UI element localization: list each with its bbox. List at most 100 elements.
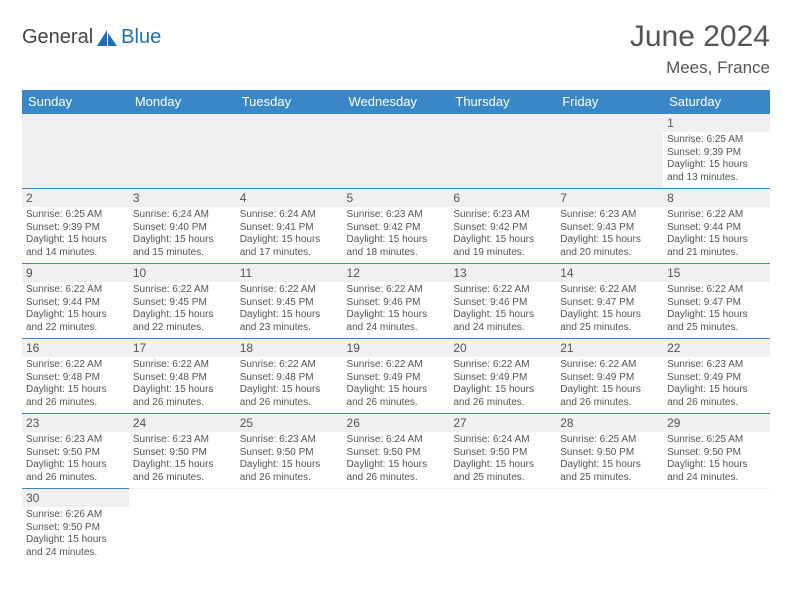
day-cell: [556, 114, 663, 189]
daylight-line-2: and 26 minutes.: [240, 397, 339, 410]
daylight-line-1: Daylight: 15 hours: [667, 234, 766, 247]
sunrise-line: Sunrise: 6:25 AM: [667, 434, 766, 447]
sunrise-line: Sunrise: 6:24 AM: [453, 434, 552, 447]
day-cell: [236, 489, 343, 564]
day-cell: [129, 114, 236, 189]
sunrise-line: Sunrise: 6:22 AM: [347, 284, 446, 297]
daylight-line-2: and 26 minutes.: [560, 397, 659, 410]
day-details: Sunrise: 6:22 AMSunset: 9:45 PMDaylight:…: [236, 282, 343, 338]
sunrise-line: Sunrise: 6:22 AM: [240, 284, 339, 297]
logo-sail-icon: [96, 29, 118, 47]
day-cell: 11Sunrise: 6:22 AMSunset: 9:45 PMDayligh…: [236, 264, 343, 339]
day-number: 27: [453, 416, 552, 431]
sunrise-line: Sunrise: 6:23 AM: [133, 434, 232, 447]
day-details: Sunrise: 6:24 AMSunset: 9:50 PMDaylight:…: [343, 432, 450, 488]
sunrise-line: Sunrise: 6:24 AM: [133, 209, 232, 222]
sunset-line: Sunset: 9:49 PM: [667, 372, 766, 385]
daylight-line-1: Daylight: 15 hours: [26, 309, 125, 322]
day-number: 11: [240, 266, 339, 281]
day-cell: 6Sunrise: 6:23 AMSunset: 9:42 PMDaylight…: [449, 189, 556, 264]
col-saturday: Saturday: [663, 90, 770, 114]
day-details: Sunrise: 6:24 AMSunset: 9:41 PMDaylight:…: [236, 207, 343, 263]
day-cell: 16Sunrise: 6:22 AMSunset: 9:48 PMDayligh…: [22, 339, 129, 414]
daylight-line-2: and 22 minutes.: [133, 322, 232, 335]
day-details: Sunrise: 6:22 AMSunset: 9:48 PMDaylight:…: [129, 357, 236, 413]
sunset-line: Sunset: 9:39 PM: [26, 222, 125, 235]
day-number: 22: [667, 341, 766, 356]
col-tuesday: Tuesday: [236, 90, 343, 114]
daylight-line-1: Daylight: 15 hours: [453, 459, 552, 472]
sunrise-line: Sunrise: 6:22 AM: [240, 359, 339, 372]
sunset-line: Sunset: 9:50 PM: [453, 447, 552, 460]
day-cell: 15Sunrise: 6:22 AMSunset: 9:47 PMDayligh…: [663, 264, 770, 339]
daylight-line-1: Daylight: 15 hours: [240, 384, 339, 397]
day-details: Sunrise: 6:22 AMSunset: 9:47 PMDaylight:…: [663, 282, 770, 338]
week-row: 1Sunrise: 6:25 AMSunset: 9:39 PMDaylight…: [22, 114, 770, 189]
daylight-line-2: and 22 minutes.: [26, 322, 125, 335]
daylight-line-2: and 26 minutes.: [133, 472, 232, 485]
sunset-line: Sunset: 9:49 PM: [453, 372, 552, 385]
day-cell: 19Sunrise: 6:22 AMSunset: 9:49 PMDayligh…: [343, 339, 450, 414]
day-cell: 30Sunrise: 6:26 AMSunset: 9:50 PMDayligh…: [22, 489, 129, 564]
week-row: 9Sunrise: 6:22 AMSunset: 9:44 PMDaylight…: [22, 264, 770, 339]
sunrise-line: Sunrise: 6:25 AM: [667, 134, 766, 147]
daylight-line-1: Daylight: 15 hours: [240, 234, 339, 247]
daylight-line-2: and 18 minutes.: [347, 247, 446, 260]
sunrise-line: Sunrise: 6:22 AM: [453, 359, 552, 372]
sunrise-line: Sunrise: 6:25 AM: [560, 434, 659, 447]
logo-text-blue: Blue: [121, 26, 161, 49]
sunset-line: Sunset: 9:50 PM: [240, 447, 339, 460]
daylight-line-2: and 24 minutes.: [347, 322, 446, 335]
day-details: Sunrise: 6:25 AMSunset: 9:39 PMDaylight:…: [22, 207, 129, 263]
sunset-line: Sunset: 9:48 PM: [133, 372, 232, 385]
daylight-line-1: Daylight: 15 hours: [133, 459, 232, 472]
day-cell: 22Sunrise: 6:23 AMSunset: 9:49 PMDayligh…: [663, 339, 770, 414]
title-block: June 2024 Mees, France: [630, 20, 770, 78]
daylight-line-2: and 21 minutes.: [667, 247, 766, 260]
sunrise-line: Sunrise: 6:23 AM: [667, 359, 766, 372]
daylight-line-1: Daylight: 15 hours: [453, 234, 552, 247]
daylight-line-1: Daylight: 15 hours: [560, 459, 659, 472]
daylight-line-2: and 25 minutes.: [560, 322, 659, 335]
day-cell: 20Sunrise: 6:22 AMSunset: 9:49 PMDayligh…: [449, 339, 556, 414]
daylight-line-2: and 26 minutes.: [347, 472, 446, 485]
day-number: 5: [347, 191, 446, 206]
day-number: 24: [133, 416, 232, 431]
daylight-line-2: and 24 minutes.: [667, 472, 766, 485]
day-details: Sunrise: 6:22 AMSunset: 9:48 PMDaylight:…: [236, 357, 343, 413]
sunset-line: Sunset: 9:46 PM: [347, 297, 446, 310]
sunset-line: Sunset: 9:45 PM: [240, 297, 339, 310]
day-details: Sunrise: 6:25 AMSunset: 9:39 PMDaylight:…: [663, 132, 770, 188]
day-cell: 25Sunrise: 6:23 AMSunset: 9:50 PMDayligh…: [236, 414, 343, 489]
day-cell: 1Sunrise: 6:25 AMSunset: 9:39 PMDaylight…: [663, 114, 770, 189]
sunset-line: Sunset: 9:50 PM: [667, 447, 766, 460]
daylight-line-1: Daylight: 15 hours: [240, 309, 339, 322]
daylight-line-1: Daylight: 15 hours: [667, 159, 766, 172]
sunset-line: Sunset: 9:50 PM: [26, 522, 125, 535]
sunset-line: Sunset: 9:47 PM: [667, 297, 766, 310]
sunset-line: Sunset: 9:50 PM: [26, 447, 125, 460]
daylight-line-1: Daylight: 15 hours: [560, 234, 659, 247]
daylight-line-2: and 24 minutes.: [453, 322, 552, 335]
sunrise-line: Sunrise: 6:22 AM: [667, 209, 766, 222]
day-cell: 24Sunrise: 6:23 AMSunset: 9:50 PMDayligh…: [129, 414, 236, 489]
daylight-line-1: Daylight: 15 hours: [133, 309, 232, 322]
daylight-line-1: Daylight: 15 hours: [347, 234, 446, 247]
day-cell: 21Sunrise: 6:22 AMSunset: 9:49 PMDayligh…: [556, 339, 663, 414]
day-details: Sunrise: 6:23 AMSunset: 9:50 PMDaylight:…: [129, 432, 236, 488]
day-cell: 12Sunrise: 6:22 AMSunset: 9:46 PMDayligh…: [343, 264, 450, 339]
day-cell: 14Sunrise: 6:22 AMSunset: 9:47 PMDayligh…: [556, 264, 663, 339]
sunrise-line: Sunrise: 6:25 AM: [26, 209, 125, 222]
sunset-line: Sunset: 9:42 PM: [347, 222, 446, 235]
day-cell: [22, 114, 129, 189]
daylight-line-1: Daylight: 15 hours: [26, 384, 125, 397]
day-number: 17: [133, 341, 232, 356]
day-number: 6: [453, 191, 552, 206]
day-cell: [449, 114, 556, 189]
day-cell: 3Sunrise: 6:24 AMSunset: 9:40 PMDaylight…: [129, 189, 236, 264]
day-number: 21: [560, 341, 659, 356]
location: Mees, France: [630, 58, 770, 78]
sunrise-line: Sunrise: 6:24 AM: [347, 434, 446, 447]
calendar-table: Sunday Monday Tuesday Wednesday Thursday…: [22, 90, 770, 563]
day-details: Sunrise: 6:23 AMSunset: 9:42 PMDaylight:…: [343, 207, 450, 263]
